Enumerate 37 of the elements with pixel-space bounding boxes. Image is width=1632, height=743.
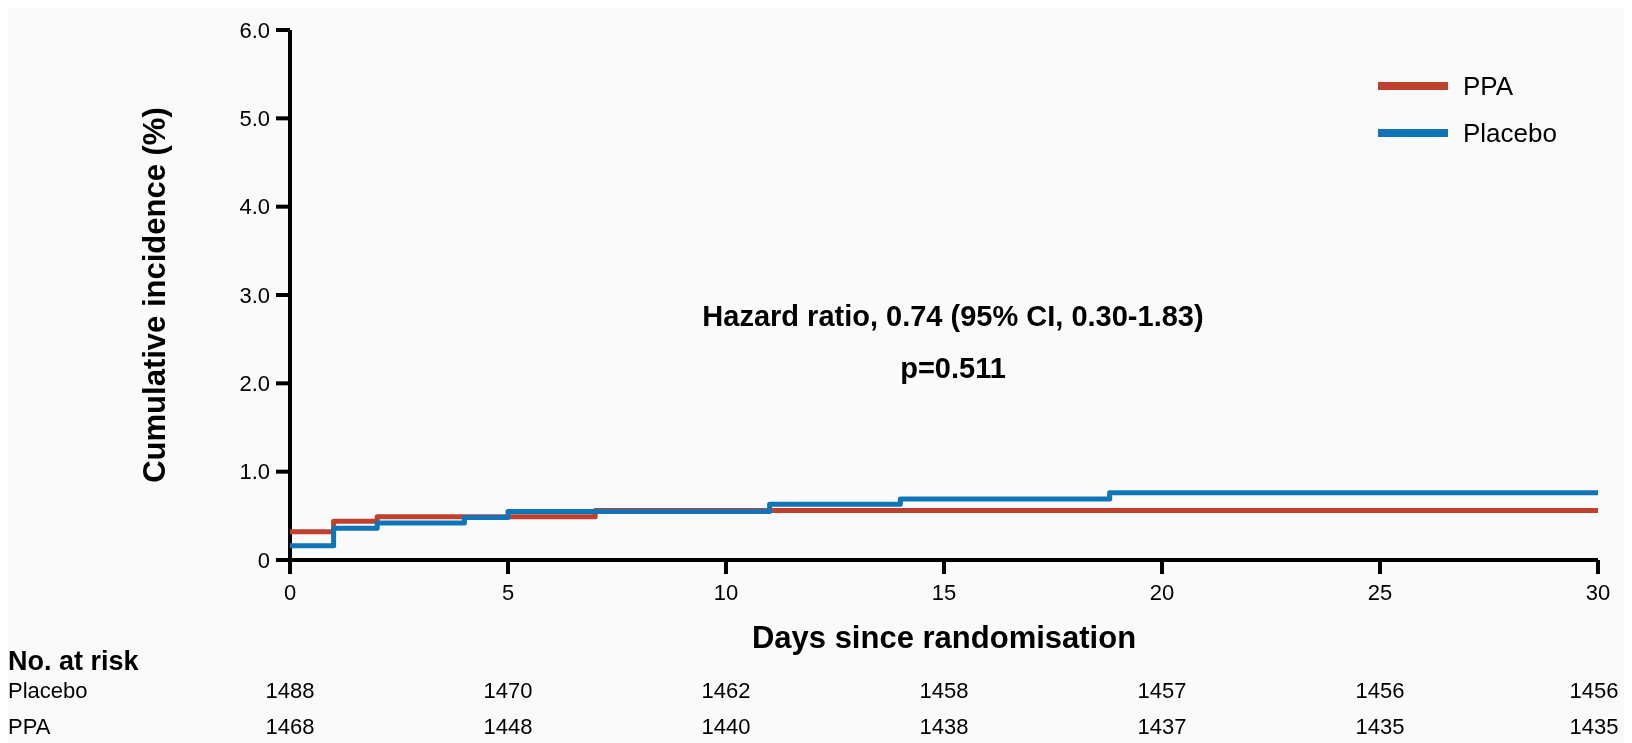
x-tick-label: 20 (1149, 580, 1175, 605)
text: 1440 (701, 714, 751, 739)
y-tick-label: 1.0 (239, 459, 270, 485)
x-tick-label: 15 (931, 580, 957, 605)
text: 1435 (1355, 714, 1405, 739)
y-tick-label: 4.0 (239, 194, 270, 220)
y-tick-label: 2.0 (239, 371, 270, 397)
x-tick-label: 10 (713, 580, 739, 605)
text: No. at risk (8, 646, 140, 676)
text: 1488 (265, 678, 315, 703)
x-tick-label: 0 (283, 580, 297, 605)
text: 1448 (483, 714, 533, 739)
text: 1456 (1355, 678, 1405, 703)
text: 1462 (701, 678, 751, 703)
y-axis-title: Cumulative incidence (%) (137, 107, 172, 483)
legend-label: PPA (1463, 71, 1514, 101)
annotation: p=0.511 (900, 352, 1006, 384)
y-tick-label: 3.0 (239, 282, 270, 308)
text: 1438 (919, 714, 969, 739)
y-tick-label: 5.0 (239, 106, 270, 132)
text: 1470 (483, 678, 533, 703)
text: 1456 (1569, 678, 1619, 703)
text: 1457 (1137, 678, 1187, 703)
text: 1435 (1569, 714, 1619, 739)
x-tick-label: 25 (1367, 580, 1393, 605)
text: 1468 (265, 714, 315, 739)
legend-label: Placebo (1463, 118, 1557, 148)
text: 1437 (1137, 714, 1187, 739)
x-tick-label: 30 (1585, 580, 1611, 605)
y-tick-label: 0 (257, 547, 270, 573)
text: Placebo (8, 678, 88, 703)
text: 1458 (919, 678, 969, 703)
x-axis-title: Days since randomisation (751, 620, 1137, 655)
x-tick-label: 5 (501, 580, 515, 605)
y-tick-label: 6.0 (239, 17, 270, 43)
annotation: Hazard ratio, 0.74 (95% CI, 0.30-1.83) (702, 300, 1204, 332)
text: PPA (8, 714, 51, 739)
